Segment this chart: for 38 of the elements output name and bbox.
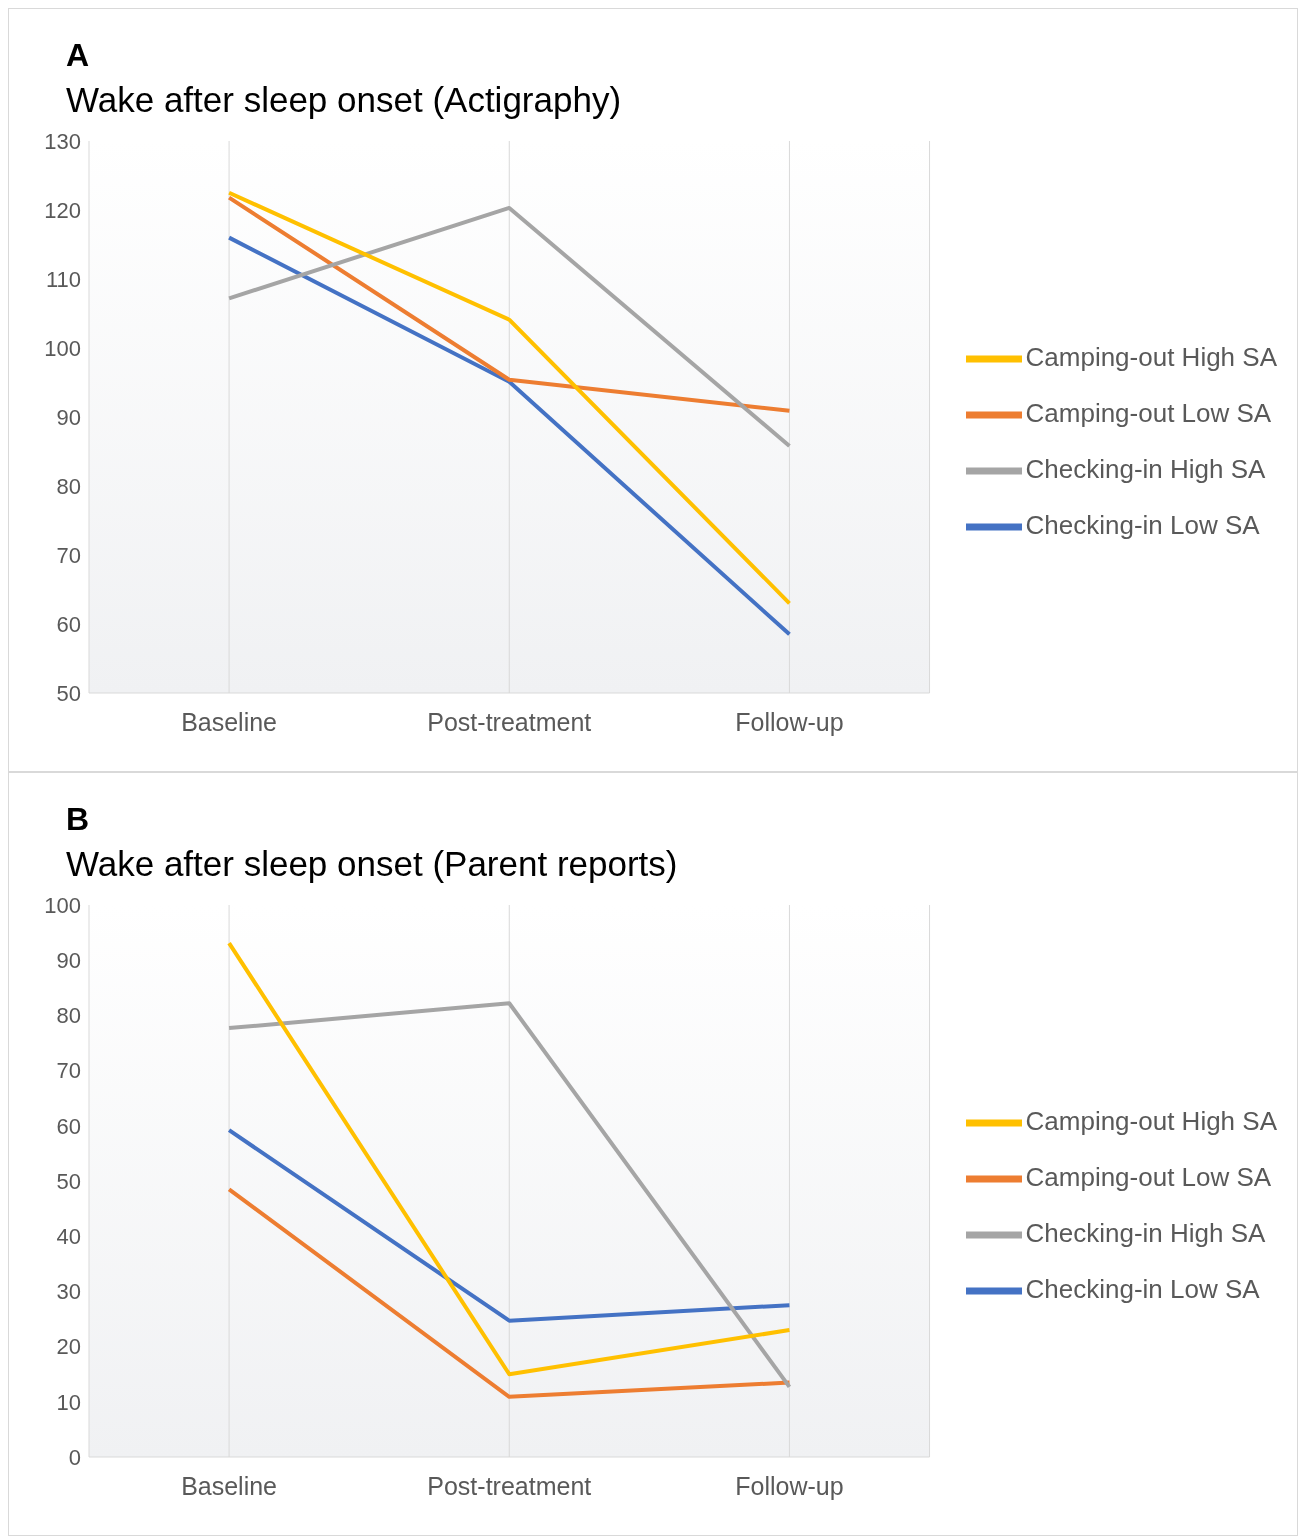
y-tick-label: 100 bbox=[44, 892, 81, 918]
x-tick-label: Follow-up bbox=[735, 707, 844, 736]
y-tick-label: 50 bbox=[56, 680, 81, 706]
x-tick-label: Baseline bbox=[181, 1471, 278, 1500]
y-tick-label: 80 bbox=[56, 1003, 81, 1029]
y-tick-label: 100 bbox=[44, 335, 81, 361]
y-tick-label: 0 bbox=[68, 1444, 81, 1470]
y-tick-label: 40 bbox=[56, 1224, 81, 1250]
y-tick-label: 60 bbox=[56, 611, 81, 637]
y-tick-label: 80 bbox=[56, 473, 81, 499]
chart-subtitle: Wake after sleep onset (Actigraphy) bbox=[66, 79, 623, 121]
y-tick-label: 10 bbox=[56, 1389, 81, 1415]
y-tick-label: 30 bbox=[56, 1279, 81, 1305]
legend-label: Camping-out High SA bbox=[1025, 341, 1277, 372]
y-tick-label: 50 bbox=[56, 1168, 81, 1194]
chart-title: A bbox=[66, 36, 91, 75]
x-tick-label: Post-treatment bbox=[427, 707, 592, 736]
y-tick-label: 70 bbox=[56, 1058, 81, 1084]
y-tick-label: 130 bbox=[44, 128, 81, 154]
y-tick-label: 90 bbox=[56, 404, 81, 430]
legend-label: Checking-in High SA bbox=[1025, 453, 1266, 484]
x-tick-label: Post-treatment bbox=[427, 1471, 592, 1500]
y-tick-label: 120 bbox=[44, 197, 81, 223]
legend-label: Camping-out Low SA bbox=[1025, 397, 1272, 428]
x-tick-label: Baseline bbox=[181, 707, 278, 736]
y-tick-label: 70 bbox=[56, 542, 81, 568]
y-tick-label: 60 bbox=[56, 1113, 81, 1139]
legend-label: Camping-out High SA bbox=[1025, 1105, 1277, 1136]
legend-label: Checking-in Low SA bbox=[1025, 509, 1260, 540]
chart-subtitle: Wake after sleep onset (Parent reports) bbox=[66, 843, 679, 885]
legend-label: Checking-in High SA bbox=[1025, 1217, 1266, 1248]
y-tick-label: 110 bbox=[45, 266, 81, 292]
y-tick-label: 90 bbox=[56, 948, 81, 974]
legend-label: Camping-out Low SA bbox=[1025, 1161, 1272, 1192]
y-tick-label: 20 bbox=[56, 1334, 81, 1360]
legend-label: Checking-in Low SA bbox=[1025, 1273, 1260, 1304]
chart-title: B bbox=[66, 800, 91, 839]
x-tick-label: Follow-up bbox=[735, 1471, 844, 1500]
